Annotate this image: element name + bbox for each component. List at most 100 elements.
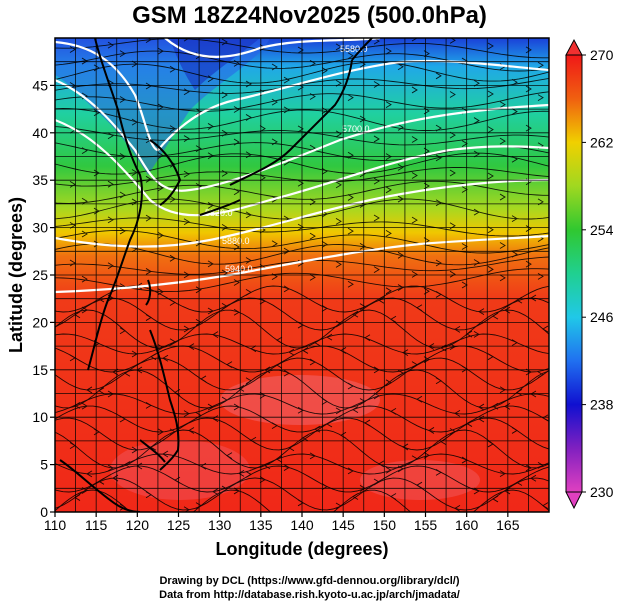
streamline-arrow bbox=[435, 124, 442, 132]
coastlines bbox=[59, 38, 373, 512]
streamline-arrow bbox=[347, 194, 354, 201]
x-tick-label: 120 bbox=[126, 517, 150, 533]
streamline-arrow bbox=[542, 502, 549, 509]
streamline bbox=[55, 61, 549, 84]
streamline-arrow bbox=[119, 503, 126, 511]
streamline-arrow bbox=[347, 227, 354, 235]
streamline-arrow bbox=[416, 395, 423, 403]
streamline-arrow bbox=[487, 265, 494, 273]
contour-line bbox=[55, 178, 549, 248]
streamline-arrow bbox=[516, 389, 523, 396]
streamline-arrow bbox=[373, 177, 380, 185]
y-axis-label: Latitude (degrees) bbox=[6, 197, 26, 353]
streamline-arrow bbox=[397, 163, 404, 171]
contour-label: 5880.0 bbox=[222, 236, 250, 246]
colorbar-max-arrow bbox=[565, 38, 583, 56]
streamline-arrow bbox=[169, 125, 176, 133]
streamline-arrow bbox=[449, 270, 456, 278]
streamline-arrow bbox=[119, 327, 126, 335]
streamline-arrow bbox=[435, 154, 442, 162]
streamline bbox=[55, 345, 549, 373]
credit-data: Data from http://database.rish.kyoto-u.a… bbox=[159, 589, 460, 601]
streamline-arrow bbox=[195, 502, 202, 509]
streamline bbox=[55, 285, 549, 313]
streamline-arrow bbox=[245, 288, 252, 296]
streamline-arrow bbox=[478, 403, 485, 411]
streamline-arrow bbox=[411, 216, 418, 224]
streamline bbox=[55, 429, 549, 469]
streamline-arrow bbox=[221, 303, 228, 310]
streamline-arrow bbox=[504, 402, 511, 410]
x-tick-label: 125 bbox=[167, 517, 191, 533]
streamline-arrow bbox=[81, 402, 88, 410]
streamline-arrow bbox=[157, 231, 164, 239]
streamline-arrow bbox=[81, 197, 88, 205]
streamline-arrow bbox=[188, 343, 195, 351]
streamline-arrow bbox=[411, 86, 418, 94]
streamline-arrow bbox=[283, 106, 290, 114]
streamline-arrow bbox=[454, 326, 461, 333]
streamline-arrow bbox=[335, 181, 342, 189]
streamline-arrow bbox=[487, 42, 494, 50]
streamline-arrow bbox=[221, 396, 228, 404]
streamline-arrow bbox=[169, 65, 176, 73]
streamline-arrow bbox=[499, 193, 506, 201]
streamline-arrow bbox=[93, 428, 100, 436]
streamline-arrow bbox=[233, 243, 240, 251]
streamline-arrow bbox=[537, 371, 544, 379]
streamline-arrow bbox=[145, 268, 152, 275]
streamline-arrow bbox=[364, 334, 371, 342]
streamline-arrow bbox=[411, 172, 418, 179]
colorbar-tick-label: 254 bbox=[590, 222, 614, 238]
streamline-arrow bbox=[435, 259, 442, 267]
streamline-arrow bbox=[511, 108, 518, 115]
streamline-arrow bbox=[169, 299, 176, 306]
streamline-arrow bbox=[321, 398, 328, 405]
streamline-arrow bbox=[283, 158, 290, 166]
colorbar-tick-label: 230 bbox=[590, 484, 614, 500]
streamline-arrow bbox=[157, 152, 164, 159]
streamline-arrow bbox=[245, 377, 252, 385]
streamline-arrow bbox=[195, 239, 202, 247]
streamline-arrow bbox=[385, 47, 392, 55]
streamline-arrow bbox=[385, 379, 392, 387]
streamline-arrow bbox=[321, 167, 328, 175]
streamline-arrow bbox=[335, 43, 342, 51]
x-tick-label: 165 bbox=[496, 517, 520, 533]
streamline-arrow bbox=[283, 285, 290, 293]
streamline-arrow bbox=[435, 468, 442, 476]
streamline-arrow bbox=[119, 50, 126, 58]
streamline-arrow bbox=[454, 505, 461, 512]
streamline-arrow bbox=[428, 427, 435, 434]
streamline-arrow bbox=[207, 307, 214, 315]
streamline-arrow bbox=[347, 94, 354, 102]
streamline-arrow bbox=[385, 287, 392, 295]
streamline-arrow bbox=[271, 63, 278, 71]
streamline-arrow bbox=[411, 136, 418, 143]
streamline-arrow bbox=[107, 262, 114, 270]
streamline-arrow bbox=[259, 476, 266, 483]
map-field: 5580.0 5700.0 5820.0 5880.0 5940.0 bbox=[55, 38, 549, 531]
cold-core-region bbox=[170, 38, 260, 90]
x-tick-label: 140 bbox=[290, 517, 314, 533]
x-tick-label: 155 bbox=[414, 517, 438, 533]
streamline-arrow bbox=[157, 344, 164, 351]
streamline-arrow bbox=[69, 180, 76, 188]
contour-label: 5700.0 bbox=[342, 124, 370, 134]
streamline-arrow bbox=[385, 466, 392, 474]
streamline-arrow bbox=[81, 57, 88, 65]
coastline-taiwan bbox=[145, 279, 152, 306]
streamline-arrow bbox=[373, 214, 380, 222]
streamline-arrow bbox=[98, 477, 105, 485]
streamline-arrow bbox=[207, 152, 214, 160]
streamline-arrow bbox=[158, 525, 163, 531]
streamline-arrow bbox=[81, 306, 88, 314]
contour-label: 5820.0 bbox=[205, 208, 233, 218]
streamline-arrow bbox=[183, 410, 190, 418]
streamline-arrow bbox=[402, 349, 409, 356]
streamline-arrow bbox=[352, 493, 359, 500]
streamline-arrow bbox=[288, 348, 295, 356]
streamline-arrow bbox=[86, 470, 93, 478]
y-axis: 0 5 10 15 20 25 30 35 40 45 bbox=[32, 77, 55, 520]
